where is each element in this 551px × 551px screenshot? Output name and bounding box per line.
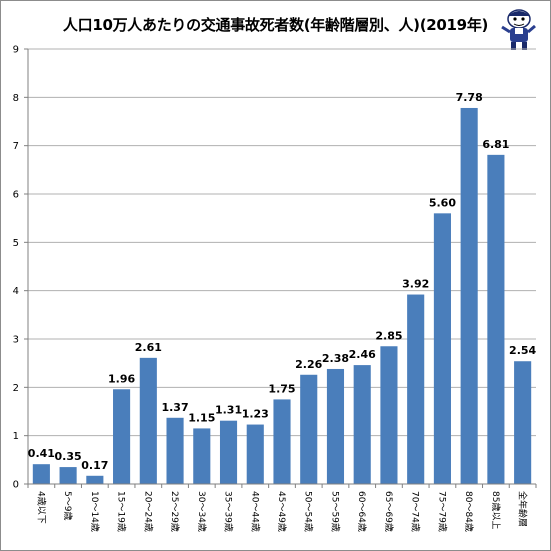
bar [59,467,77,484]
bar [113,389,131,484]
x-tick-label: 55～59歳 [329,491,341,532]
value-label: 1.31 [215,404,242,417]
bars [32,107,532,485]
bar [487,154,505,484]
x-tick-label: 20～24歳 [142,491,154,532]
value-label: 0.17 [81,459,108,472]
value-label: 1.15 [188,411,215,424]
x-tick-label: 15～19歳 [116,491,128,532]
y-tick-label: 4 [13,286,19,297]
bar [353,365,371,484]
mascot-character-icon [501,9,536,50]
value-label: 1.75 [268,382,295,395]
x-tick-label: 70～74歳 [410,491,422,532]
value-label: 2.26 [295,358,322,371]
x-tick-label: 85歳以上 [490,491,502,529]
value-label: 2.54 [509,344,536,357]
bar [166,417,184,484]
bar [86,475,104,484]
gridlines [28,48,536,437]
value-label: 2.38 [322,352,349,365]
x-tick-label: 10～14歳 [89,491,101,532]
x-tick-label: 4歳以下 [35,491,47,524]
y-tick-label: 8 [13,93,19,104]
value-label: 1.23 [242,408,269,421]
y-tick-label: 7 [13,141,19,152]
axes [24,48,537,488]
bar [326,368,345,484]
x-tick-label: 5～9歳 [62,491,74,520]
x-tick-label: 50～54歳 [303,491,315,532]
x-tick-label: 80～84歳 [463,491,475,532]
bar [300,374,318,484]
y-tick-label: 2 [13,383,19,394]
bar [273,399,291,484]
y-tick-label: 0 [13,480,19,491]
bar [460,107,478,484]
bar [380,346,398,484]
x-tick-label: 60～64歳 [356,491,368,532]
x-tick-label: 全年齢層 [517,491,529,527]
value-label: 0.41 [28,447,55,460]
y-tick-label: 3 [13,335,19,346]
value-label: 2.61 [135,341,162,354]
y-tick-labels: 0 1 2 3 4 5 6 7 8 9 [13,45,19,491]
value-label: 1.96 [108,372,135,385]
x-tick-label: 25～29歳 [169,491,181,532]
x-tick-labels: 4歳以下 5～9歳 10～14歳 15～19歳 20～24歳 25～29歳 30～34歳 35… [35,491,528,532]
value-label: 2.85 [375,329,402,342]
value-label: 7.78 [456,91,483,104]
chart-title: 人口10万人あたりの交通事故死者数(年齢階層別、人)(2019年) [62,16,489,34]
value-label: 3.92 [402,278,429,291]
bar [407,294,425,484]
x-tick-label: 75～79歳 [436,491,448,532]
value-label: 0.35 [55,450,82,463]
value-labels: 0.41 0.350.17 1.96 2.61 1.371.151.31 1.23 1.75… [28,91,537,472]
value-label: 5.60 [429,196,456,209]
bar [32,464,50,484]
bar [219,420,238,484]
y-tick-label: 1 [13,431,19,442]
x-tick-label: 65～69歳 [383,491,395,532]
value-label: 1.37 [161,401,188,414]
value-label: 2.46 [349,348,376,361]
bar [193,428,211,484]
x-tick-label: 40～44歳 [249,491,261,532]
value-label: 6.81 [482,138,509,151]
x-tick-label: 45～49歳 [276,491,288,532]
y-tick-label: 6 [13,190,19,201]
bar [514,361,532,484]
bar [139,357,157,484]
y-tick-label: 5 [13,238,19,249]
y-tick-label: 9 [13,45,19,56]
bar [433,213,451,485]
bar [246,424,264,484]
x-tick-label: 35～39歳 [223,491,235,532]
x-tick-label: 30～34歳 [196,491,208,532]
